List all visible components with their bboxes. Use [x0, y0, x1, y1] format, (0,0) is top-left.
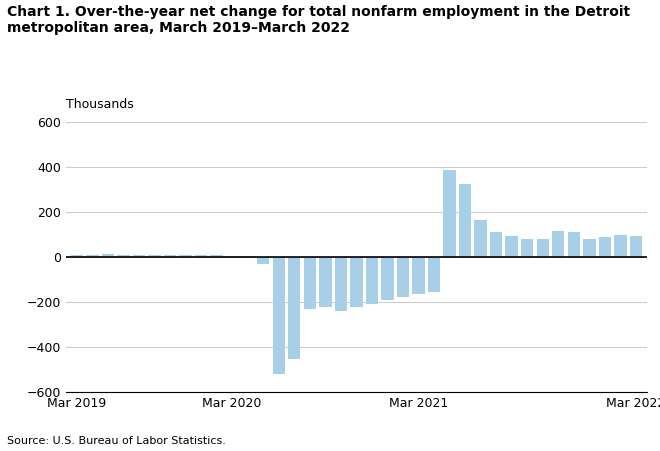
Bar — [459, 184, 471, 257]
Bar — [257, 257, 269, 264]
Bar — [273, 257, 285, 374]
Text: Source: U.S. Bureau of Labor Statistics.: Source: U.S. Bureau of Labor Statistics. — [7, 437, 226, 446]
Bar — [599, 237, 611, 257]
Bar — [366, 257, 378, 304]
Bar — [319, 257, 331, 307]
Bar — [475, 220, 487, 257]
Bar — [630, 235, 642, 257]
Bar — [195, 255, 207, 257]
Bar — [148, 255, 161, 257]
Bar — [583, 239, 595, 257]
Bar — [444, 170, 456, 257]
Bar — [552, 231, 564, 257]
Bar — [180, 255, 192, 257]
Bar — [397, 257, 409, 297]
Bar — [304, 257, 316, 309]
Bar — [117, 255, 129, 257]
Bar — [242, 256, 254, 257]
Bar — [288, 257, 300, 359]
Bar — [350, 257, 362, 307]
Text: Thousands: Thousands — [66, 98, 134, 111]
Bar — [335, 257, 347, 311]
Bar — [226, 256, 238, 257]
Bar — [521, 239, 533, 257]
Bar — [381, 257, 393, 300]
Bar — [86, 255, 98, 257]
Bar — [428, 257, 440, 292]
Bar — [614, 235, 626, 257]
Bar — [568, 232, 580, 257]
Bar — [164, 255, 176, 257]
Bar — [211, 255, 223, 257]
Bar — [506, 235, 518, 257]
Bar — [537, 239, 549, 257]
Bar — [490, 232, 502, 257]
Text: Chart 1. Over-the-year net change for total nonfarm employment in the Detroit
me: Chart 1. Over-the-year net change for to… — [7, 5, 630, 35]
Bar — [102, 253, 114, 257]
Bar — [412, 257, 425, 295]
Bar — [133, 255, 145, 257]
Bar — [71, 255, 83, 257]
